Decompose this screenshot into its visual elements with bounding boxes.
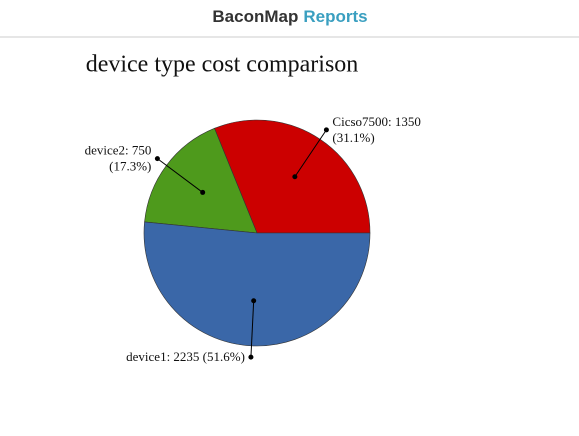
slice-label: Cicso7500: 1350 [332,114,420,129]
chart-title: device type cost comparison [86,52,359,78]
leader-line [157,158,203,193]
pie-slice [143,221,371,347]
leader-dot [154,156,160,162]
pie-chart: Cicso7500: 1350(31.1%) device2: 750(17.3%… [85,114,421,364]
leader-dot [323,127,329,133]
slice-label: (17.3%) [109,159,151,174]
leader-dot [248,354,254,360]
slice-label: device1: 2235 (51.6%) [126,349,245,364]
section: Reports [303,7,367,26]
leader-dot [200,189,206,195]
slice-label: device2: 750 [85,143,152,158]
leader-dot [251,298,257,304]
brand: BaconMap [212,7,298,26]
leader-dot [292,174,298,180]
leader-line [250,300,255,358]
app-header: BaconMap Reports [212,7,367,26]
leader-line [294,129,327,178]
slice-label: (31.1%) [332,130,374,145]
